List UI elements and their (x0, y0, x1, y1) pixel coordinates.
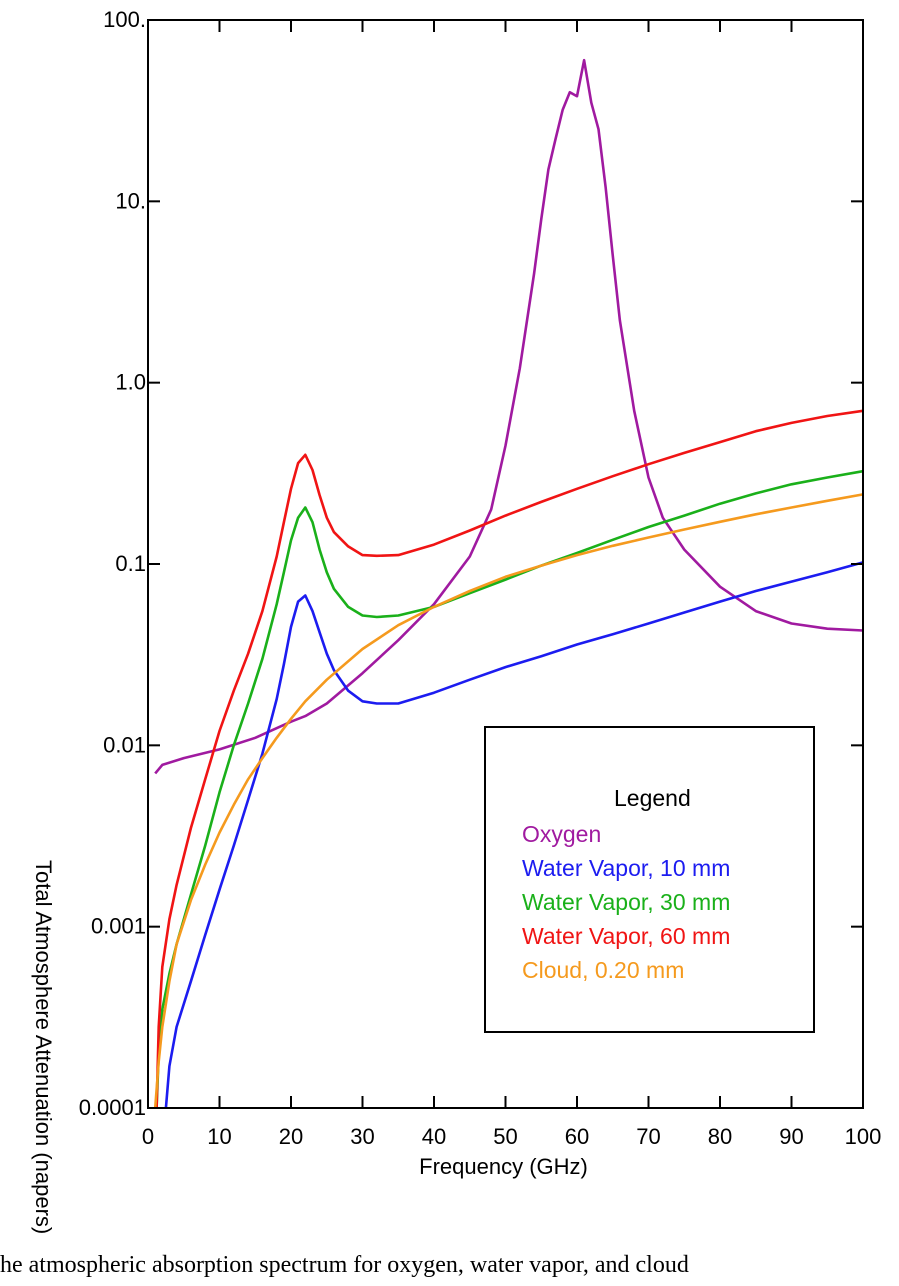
legend-entry-0: Oxygen (522, 821, 601, 847)
legend-title: Legend (614, 785, 691, 811)
y-axis-title: Total Atmosphere Attenuation (napers) (31, 860, 56, 1234)
legend-entry-2: Water Vapor, 30 mm (522, 889, 730, 915)
x-tick-label: 80 (708, 1124, 732, 1149)
x-tick-label: 30 (350, 1124, 374, 1149)
figure-caption: he atmospheric absorption spectrum for o… (0, 1252, 689, 1278)
series-line-3 (155, 409, 864, 1109)
legend-entry-4: Cloud, 0.20 mm (522, 957, 684, 983)
legend-entries: Oxygen Water Vapor, 10 mm Water Vapor, 30 … (522, 821, 730, 983)
series-line-1 (164, 561, 864, 1109)
x-axis-title: Frequency (GHz) (419, 1154, 588, 1179)
y-tick-label: 100. (103, 7, 146, 32)
x-tick-label: 10 (207, 1124, 231, 1149)
y-tick-labels: 0.0001 0.001 0.01 0.1 1.0 10. 100. (79, 7, 146, 1120)
series-layer (153, 58, 864, 1109)
x-tick-labels: 0 10 20 30 40 50 60 70 80 90 100 (142, 1124, 881, 1149)
x-tick-label: 70 (636, 1124, 660, 1149)
series-line-4 (153, 493, 864, 1109)
legend-box (484, 726, 815, 1033)
y-tick-label: 0.1 (115, 551, 146, 576)
y-tick-label: 0.0001 (79, 1095, 146, 1120)
y-tick-label: 10. (115, 188, 146, 213)
y-tick-label: 1.0 (115, 370, 146, 395)
y-tick-label: 0.01 (103, 732, 146, 757)
legend-entry-1: Water Vapor, 10 mm (522, 855, 730, 881)
legend-entry-3: Water Vapor, 60 mm (522, 923, 730, 949)
series-line-0 (154, 58, 864, 775)
x-tick-label: 90 (779, 1124, 803, 1149)
axis-ticks (147, 19, 864, 1109)
y-tick-label: 0.001 (91, 914, 146, 939)
x-tick-label: 40 (422, 1124, 446, 1149)
legend: Legend Oxygen Water Vapor, 10 mm Water Vap… (484, 726, 815, 1033)
x-tick-label: 50 (493, 1124, 517, 1149)
series-line-2 (155, 469, 864, 1109)
x-tick-label: 0 (142, 1124, 154, 1149)
x-tick-label: 100 (845, 1124, 882, 1149)
x-tick-label: 20 (279, 1124, 303, 1149)
x-tick-label: 60 (565, 1124, 589, 1149)
